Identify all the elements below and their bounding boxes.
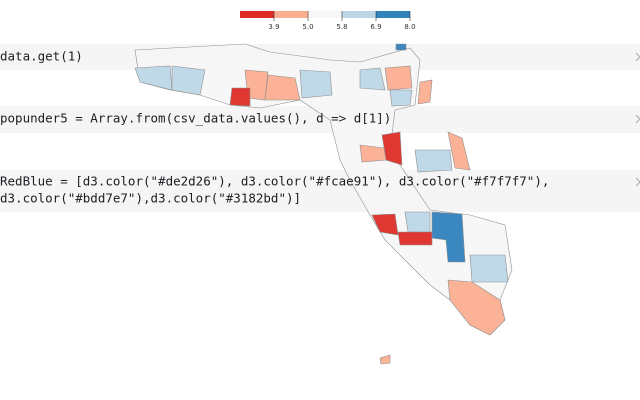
legend-tick-label: 8.0 [404,23,415,31]
county [229,87,251,107]
county [469,254,509,283]
legend-tick-label: 5.0 [302,23,313,31]
code-line: data.get(1) [0,49,83,64]
county [404,211,431,233]
legend-tick-label: 6.9 [370,23,381,31]
county [359,144,387,163]
legend-swatch [308,11,342,18]
cell-menu-icon[interactable] [635,177,640,187]
legend-swatch [274,11,308,18]
legend-tick-label: 3.9 [268,23,279,31]
county [395,43,407,51]
florida-map [134,43,513,365]
county [417,79,433,105]
cell-menu-icon[interactable] [635,52,640,62]
cell-menus [635,52,640,187]
cell-menu-icon[interactable] [635,114,640,124]
county [299,69,333,99]
cell-bg [0,170,640,212]
county [397,231,433,246]
county [379,354,391,365]
county [359,67,386,91]
county [264,74,301,101]
county [134,65,173,91]
cell-backgrounds [0,44,640,212]
county [371,213,399,236]
legend-swatch [342,11,376,18]
legend-tick-label: 5.8 [336,23,347,31]
code-line: d3.color("#bdd7e7"),d3.color("#3182bd")] [0,191,301,206]
county [447,131,471,171]
code-line: RedBlue = [d3.color("#de2d26"), d3.color… [0,174,549,189]
code-line: popunder5 = Array.from(csv_data.values()… [0,111,391,126]
county [389,89,413,107]
legend-swatch [240,11,274,18]
legend: 3.9 5.0 5.8 6.9 8.0 [240,11,416,31]
county [414,149,453,173]
county [384,65,413,91]
county [447,279,506,336]
code-cells: data.get(1) popunder5 = Array.from(csv_da… [0,49,549,206]
legend-swatch [376,11,410,18]
county [431,211,466,263]
county [171,65,206,96]
